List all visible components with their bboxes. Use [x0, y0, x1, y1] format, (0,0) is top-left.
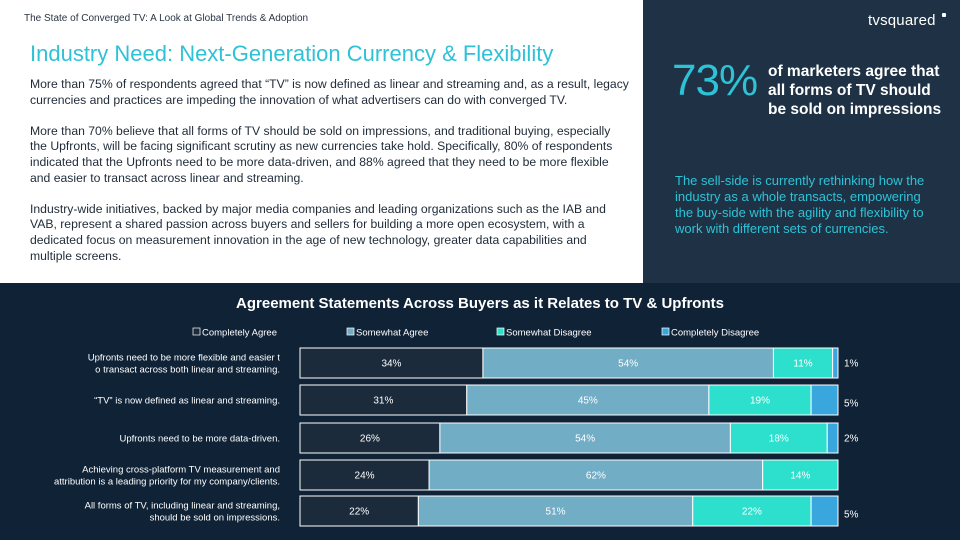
data-label: 1%: [844, 359, 859, 370]
category-label: Achieving cross-platform TV measurement …: [82, 465, 280, 476]
data-label: 54%: [618, 359, 638, 370]
stat-value: 73%: [672, 56, 758, 105]
bar-somewhat-agree: [439, 422, 731, 454]
data-label: 45%: [578, 396, 598, 407]
legend-swatch-completely-disagree: [661, 327, 670, 336]
paragraph-1: More than 75% of respondents agreed that…: [30, 77, 629, 107]
bar-completely-disagree: [810, 495, 839, 527]
legend-swatch-somewhat-agree: [346, 327, 355, 336]
brand-logo: tvsquared: [868, 12, 936, 29]
data-label: 54%: [575, 434, 595, 445]
data-label: 22%: [349, 507, 369, 518]
bar-completely-agree: [299, 459, 430, 491]
category-label: “TV” is now defined as linear and stream…: [94, 396, 280, 407]
bar-somewhat-agree: [466, 384, 710, 416]
legend-label-completely-disagree: Completely Disagree: [671, 328, 759, 339]
data-label: 62%: [586, 471, 606, 482]
data-label: 11%: [793, 359, 812, 370]
data-label: 22%: [742, 507, 762, 518]
category-label: All forms of TV, including linear and st…: [85, 501, 280, 512]
bar-completely-agree: [299, 347, 484, 379]
bar-completely-disagree: [810, 384, 839, 416]
category-label: Upfronts need to be more flexible and ea…: [88, 353, 281, 364]
agreement-chart: Agreement Statements Across Buyers as it…: [54, 295, 859, 527]
body-text: More than 75% of respondents agreed that…: [30, 77, 630, 280]
chart-legend: Completely Agree Somewhat Agree Somewhat D…: [192, 327, 759, 339]
data-label: 31%: [373, 396, 393, 407]
sidebar-note: The sell-side is currently rethinking ho…: [675, 173, 925, 236]
stat-description: of marketers agree that all forms of TV …: [768, 63, 942, 118]
bar-somewhat-agree: [428, 459, 764, 491]
page-heading: Industry Need: Next-Generation Currency …: [30, 41, 554, 66]
bar-completely-agree: [299, 495, 419, 527]
data-label: 2%: [844, 434, 859, 445]
legend-swatch-somewhat-disagree: [496, 327, 505, 336]
data-label: 14%: [790, 471, 810, 482]
paragraph-2: More than 70% believe that all forms of …: [30, 123, 613, 185]
data-label: 18%: [769, 434, 789, 445]
category-label: o transact across both linear and stream…: [95, 365, 280, 376]
paragraph-3: Industry-wide initiatives, backed by maj…: [30, 201, 606, 263]
bar-completely-agree: [299, 384, 468, 416]
text-panel: [0, 0, 643, 283]
legend-label-somewhat-disagree: Somewhat Disagree: [506, 328, 592, 339]
legend-label-somewhat-agree: Somewhat Agree: [356, 328, 428, 339]
legend-swatch-completely-agree: [192, 327, 201, 336]
chart-title: Agreement Statements Across Buyers as it…: [236, 295, 724, 312]
legend-label-completely-agree: Completely Agree: [202, 328, 277, 339]
logo-mark-icon: [942, 13, 946, 17]
data-label: 51%: [546, 507, 566, 518]
data-label: 19%: [750, 396, 770, 407]
document-title: The State of Converged TV: A Look at Glo…: [24, 13, 309, 24]
bar-completely-disagree: [832, 347, 839, 379]
bar-completely-disagree: [826, 422, 839, 454]
bar-completely-agree: [299, 422, 441, 454]
bar-somewhat-disagree: [708, 384, 812, 416]
category-label: attribution is a leading priority for my…: [54, 477, 280, 488]
chart-bars: Upfronts need to be more flexible and ea…: [54, 347, 859, 527]
bar-somewhat-agree: [417, 495, 694, 527]
category-label: Upfronts need to be more data-driven.: [119, 434, 280, 445]
category-label: should be sold on impressions.: [150, 513, 280, 524]
data-label: 34%: [381, 359, 401, 370]
data-label: 5%: [844, 510, 859, 521]
data-label: 5%: [844, 399, 859, 410]
bar-somewhat-disagree: [762, 459, 839, 491]
data-label: 26%: [360, 434, 380, 445]
data-label: 24%: [355, 471, 375, 482]
stat-panel: [643, 0, 960, 283]
bar-somewhat-disagree: [729, 422, 828, 454]
